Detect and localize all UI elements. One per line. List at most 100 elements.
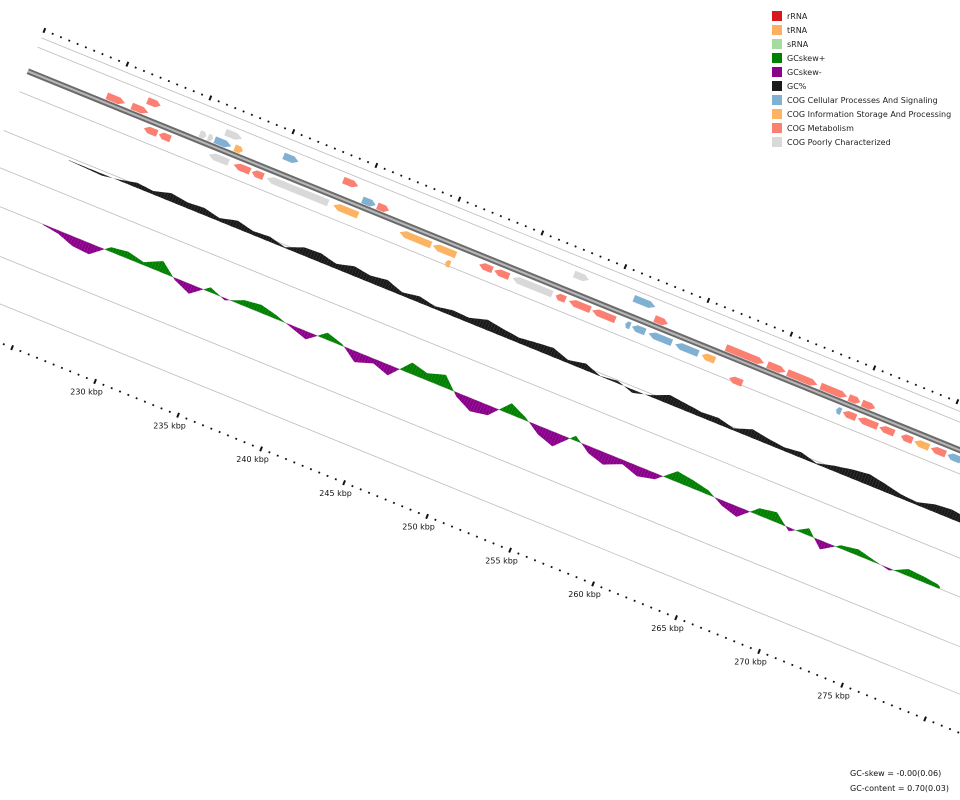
gc-skew-segment [258, 304, 265, 314]
legend-item: COG Metabolism [772, 121, 951, 135]
gc-content-segment [110, 177, 114, 179]
tick-mark [59, 36, 63, 39]
tick-mark [890, 704, 894, 707]
tick-mark [109, 56, 112, 59]
gc-content-segment [401, 292, 406, 297]
gc-skew-segment [812, 535, 815, 539]
gc-content-segment [951, 511, 958, 521]
gc-content-segment [702, 413, 708, 419]
tick-mark [210, 427, 213, 430]
tick-mark [789, 331, 794, 337]
gc-content-segment [932, 504, 938, 513]
gc-skew-segment [762, 509, 769, 518]
gc-content-segment [425, 301, 430, 307]
tick-mark [417, 511, 420, 515]
gc-content-segment [638, 392, 642, 394]
gc-skew-segment [278, 317, 282, 321]
gc-content-segment [403, 293, 409, 298]
tick-mark [615, 262, 619, 265]
gc-content-segment [248, 229, 253, 235]
tick-mark [167, 79, 171, 83]
gc-content-segment [395, 288, 400, 295]
gene-arrow [479, 263, 494, 274]
gc-content-segment [212, 214, 217, 220]
tick-mark [807, 670, 811, 673]
gc-skew-segment [63, 233, 68, 241]
gc-content-segment [79, 164, 83, 167]
gc-skew-segment [545, 430, 552, 443]
gc-skew-segment [845, 546, 850, 552]
gc-content-segment [782, 447, 787, 452]
gc-skew-segment [502, 405, 508, 413]
gc-skew-segment [126, 251, 131, 260]
gc-skew-segment [579, 441, 583, 445]
gc-content-segment [295, 247, 302, 254]
gc-skew-segment [920, 575, 925, 582]
gc-skew-segment [593, 449, 600, 459]
gc-skew-segment [931, 581, 936, 587]
gene-arrow [592, 309, 617, 324]
gc-skew-segment [346, 347, 351, 354]
gene-arrow [625, 321, 632, 330]
gc-content-segment [912, 500, 917, 505]
gc-content-segment [624, 386, 628, 389]
gc-skew-segment [903, 569, 909, 576]
gc-skew-segment [416, 367, 423, 378]
gene-arrow [701, 353, 717, 364]
tick-mark [409, 508, 412, 511]
gc-skew-segment [542, 428, 550, 441]
gc-content-segment [387, 282, 393, 291]
tick-mark [806, 339, 810, 343]
gc-content-segment [503, 330, 509, 338]
gc-skew-segment [612, 457, 619, 465]
gc-skew-segment [627, 462, 633, 471]
gc-skew-segment [256, 304, 262, 312]
tick-mark [640, 272, 644, 275]
gc-content-segment [500, 329, 506, 337]
gc-content-segment [353, 267, 360, 278]
gc-content-segment [650, 395, 654, 398]
gc-content-segment [575, 361, 580, 368]
gc-skew-segment [45, 225, 49, 228]
gc-skew-segment [665, 473, 671, 479]
gc-content-segment [107, 176, 111, 178]
gene-arrow [766, 361, 786, 373]
gc-content-segment [464, 316, 470, 323]
legend-label: COG Metabolism [787, 123, 854, 133]
gc-skew-segment [380, 362, 386, 372]
gene-arrow [146, 97, 161, 108]
gc-content-segment [392, 286, 398, 293]
gc-content-segment [160, 192, 166, 199]
gc-content-segment [348, 265, 355, 275]
gc-skew-segment [214, 291, 218, 296]
gene-arrow [213, 136, 232, 148]
gc-skew-segment [859, 551, 864, 558]
gene-arrow [361, 196, 376, 207]
gc-skew-segment [161, 264, 168, 274]
gc-skew-segment [348, 349, 353, 357]
gc-skew-segment [830, 544, 835, 548]
gc-skew-segment [60, 232, 66, 238]
gc-skew-segment [181, 281, 187, 290]
gc-content-segment [495, 325, 501, 335]
gc-skew-segment [184, 282, 190, 292]
tick-mark [691, 623, 694, 626]
gc-content-segment [744, 429, 750, 436]
gc-skew-segment [441, 374, 448, 388]
gc-content-segment [713, 417, 719, 424]
gc-skew-segment [153, 261, 161, 271]
gc-skew-segment [341, 344, 345, 348]
tick-mark [732, 309, 735, 312]
gc-content-segment [82, 165, 86, 168]
gc-skew-stat: GC-skew = -0.00(0.06) [850, 769, 942, 778]
tick-mark [499, 214, 503, 218]
gc-content-segment [752, 430, 758, 440]
gc-skew-segment [211, 289, 216, 294]
gc-content-segment [578, 362, 583, 369]
gene-arrow [632, 295, 656, 308]
gc-content-segment [345, 265, 352, 274]
legend-item: sRNA [772, 37, 951, 51]
gc-content-segment [262, 234, 268, 241]
gc-skew-segment [373, 359, 378, 366]
gc-skew-segment [487, 406, 494, 416]
